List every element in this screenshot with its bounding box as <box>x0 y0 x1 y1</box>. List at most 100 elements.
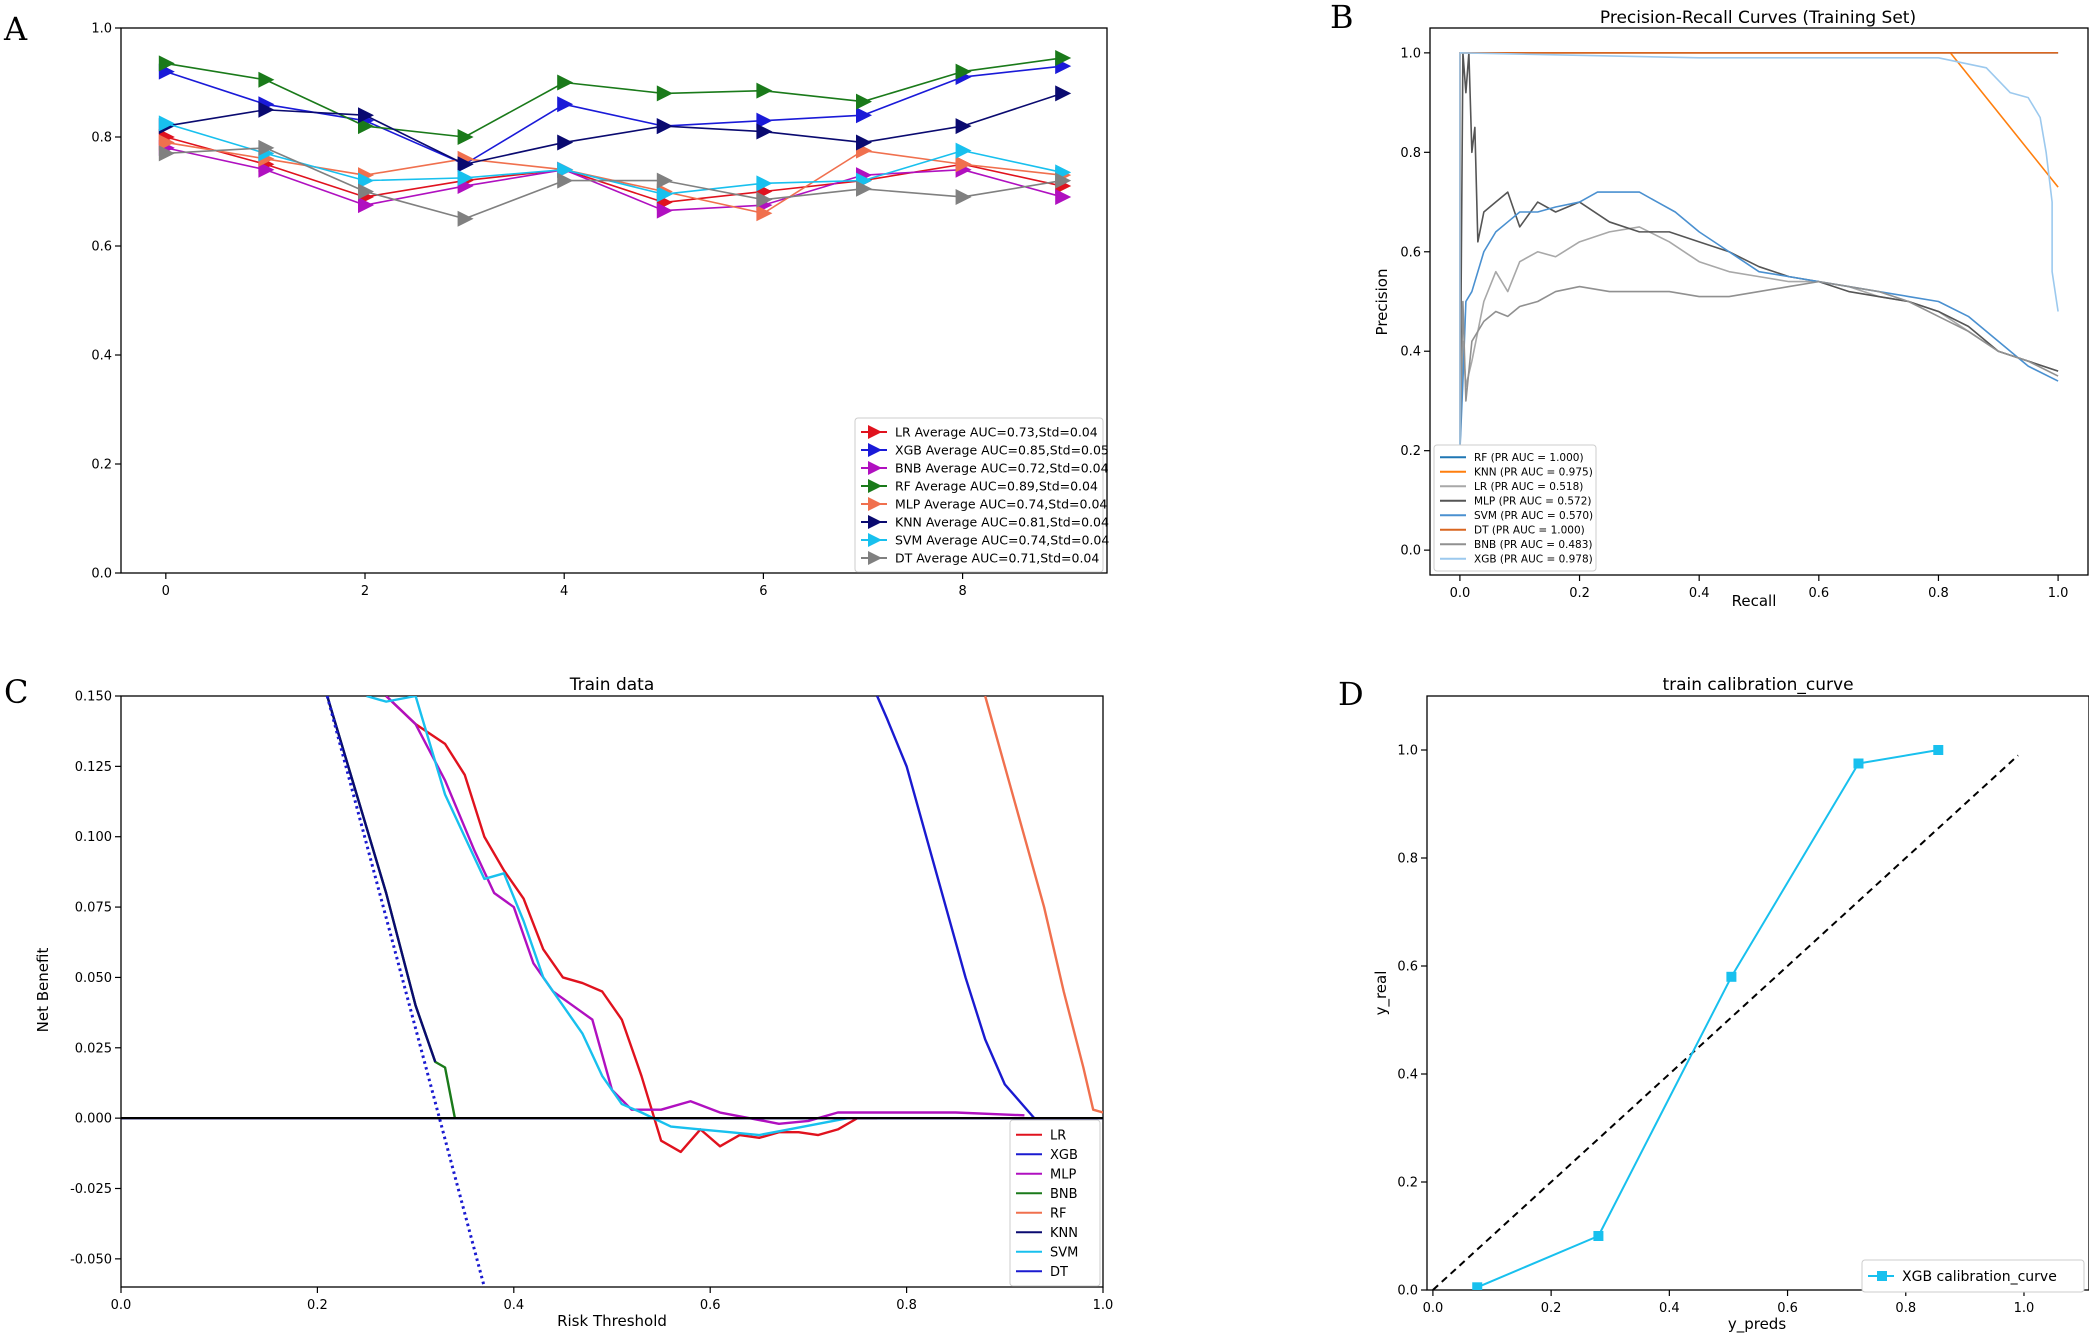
series-line-xgb <box>876 696 1036 1119</box>
series-line-knn <box>326 696 437 1063</box>
legend-box <box>1433 444 1597 572</box>
y-tick-label: 0.100 <box>75 830 112 845</box>
data-point-mlp <box>955 156 972 173</box>
y-tick-label: 0.4 <box>1400 345 1421 360</box>
data-point-rf <box>258 71 275 88</box>
data-point-knn <box>457 156 474 173</box>
series-line-svm <box>366 696 848 1137</box>
data-point-knn <box>656 118 673 135</box>
x-tick-label: 0.0 <box>111 1298 132 1313</box>
legend-label-xgb: XGB <box>1050 1148 1078 1163</box>
legend-label-bnb: BNB Average AUC=0.72,Std=0.04 <box>895 461 1109 476</box>
legend-marker-xgb <box>1877 1271 1887 1281</box>
series-line-svm <box>165 122 1063 196</box>
chart-c-decision-curve: 0.0 0.2 0.4 0.6 0.8 1.0 -0.050 -0.025 0.000 0.025… <box>34 675 1113 1330</box>
y-tick-label: 1.0 <box>91 22 112 37</box>
legend-label-svm: SVM <box>1050 1245 1078 1260</box>
data-point-dt <box>258 139 275 156</box>
panel-letter-d: D <box>1338 675 1364 713</box>
panel-letter-a: A <box>3 10 28 48</box>
legend-label-svm: SVM (PR AUC = 0.570) <box>1474 510 1593 522</box>
chart-title: Precision-Recall Curves (Training Set) <box>1600 8 1916 28</box>
legend-label-knn: KNN Average AUC=0.81,Std=0.04 <box>895 515 1109 530</box>
data-point-bnb <box>656 202 673 219</box>
legend-box <box>1009 1119 1101 1287</box>
data-point-bnb <box>1055 188 1072 205</box>
x-tick-label: 0.6 <box>1777 1301 1798 1316</box>
x-tick-label: 0.4 <box>1659 1301 1680 1316</box>
data-point-rf <box>557 74 574 91</box>
legend-label-lr: LR (PR AUC = 0.518) <box>1474 481 1583 493</box>
y-axis-title: Net Benefit <box>34 948 52 1033</box>
data-point-xgb <box>855 107 872 124</box>
data-point-svm <box>358 172 375 189</box>
legend-label-xgb: XGB Average AUC=0.85,Std=0.05 <box>895 443 1109 458</box>
data-point-mlp <box>756 205 773 222</box>
y-tick-label: 0.2 <box>1400 444 1421 459</box>
data-point-knn <box>855 134 872 151</box>
data-point-svm <box>656 186 673 203</box>
x-tick-label: 0.4 <box>503 1298 524 1313</box>
x-tick-label: 0.2 <box>307 1298 328 1313</box>
legend-marker-lr <box>868 425 882 439</box>
plot-frame <box>120 27 1108 574</box>
plot-frame <box>1429 27 2089 576</box>
data-point-dt <box>158 145 175 162</box>
calibration-point <box>1593 1231 1604 1241</box>
chart-a-auc-folds: 0 2 4 6 8 0.0 0.2 0.4 0.6 0.8 1.0 LR Average AUC=0.… <box>91 22 1109 600</box>
legend-label-lr: LR <box>1050 1128 1066 1143</box>
series-line-xgb <box>1476 749 1939 1289</box>
legend-label-rf: RF Average AUC=0.89,Std=0.04 <box>895 479 1098 494</box>
y-tick-label: 0.8 <box>1397 852 1418 867</box>
data-point-svm <box>756 175 773 192</box>
data-point-svm <box>457 169 474 186</box>
y-tick-label: 0.6 <box>91 240 112 255</box>
chart-d-calibration-curve: 0.0 0.2 0.4 0.6 0.8 1.0 0.0 0.2 0.4 0.6 0.8 1.0 trai… <box>1372 675 2089 1333</box>
data-point-rf <box>158 55 175 72</box>
perfect-calibration-line <box>1432 754 2019 1290</box>
data-point-knn <box>557 134 574 151</box>
y-tick-label: 0.2 <box>1397 1176 1418 1191</box>
panel-letter-b: B <box>1330 0 1354 36</box>
y-tick-label: 0.150 <box>75 690 112 705</box>
legend-label-dt: DT Average AUC=0.71,Std=0.04 <box>895 551 1099 566</box>
series-line-svm <box>1459 191 2059 451</box>
series-line-xgb <box>165 65 1063 166</box>
y-tick-label: 0.4 <box>91 349 112 364</box>
legend-label-lr: LR Average AUC=0.73,Std=0.04 <box>895 425 1098 440</box>
legend-label-dt: DT (PR AUC = 1.000) <box>1474 525 1585 537</box>
legend-label-knn: KNN <box>1050 1226 1078 1241</box>
data-point-mlp <box>158 134 175 151</box>
series-line-xgb <box>1459 52 2059 451</box>
x-tick-label: 0 <box>162 584 170 599</box>
data-point-xgb <box>557 96 574 113</box>
data-point-xgb <box>756 112 773 129</box>
y-tick-label: 0.0 <box>1397 1284 1418 1299</box>
legend-label-bnb: BNB (PR AUC = 0.483) <box>1474 539 1593 551</box>
series-line-dt <box>1459 52 2059 451</box>
chart-title: train calibration_curve <box>1662 675 1853 695</box>
data-point-knn <box>955 118 972 135</box>
series-line-mlp <box>1459 52 2059 451</box>
data-point-svm <box>955 142 972 159</box>
x-tick-label: 0.4 <box>1689 586 1710 601</box>
legend-box <box>854 417 1104 573</box>
data-point-knn <box>756 123 773 140</box>
x-tick-label: 1.0 <box>1093 1298 1114 1313</box>
y-tick-label: 0.025 <box>75 1041 112 1056</box>
x-tick-label: 1.0 <box>2014 1301 2035 1316</box>
x-tick-label: 0.6 <box>1808 586 1829 601</box>
x-tick-label: 4 <box>560 584 568 599</box>
x-tick-label: 0.8 <box>1895 1301 1916 1316</box>
data-point-dt <box>955 188 972 205</box>
legend: LR XGB MLP BNB RF KNN SVM DT <box>1009 1119 1101 1287</box>
y-tick-label: 0.2 <box>91 458 112 473</box>
calibration-point <box>1933 745 1944 755</box>
data-point-knn <box>358 107 375 124</box>
x-tick-label: 0.2 <box>1541 1301 1562 1316</box>
y-tick-label: 0.0 <box>1400 544 1421 559</box>
y-axis-title: Precision <box>1373 269 1391 336</box>
data-point-rf <box>1055 49 1072 66</box>
x-tick-label: 0.0 <box>1450 586 1471 601</box>
